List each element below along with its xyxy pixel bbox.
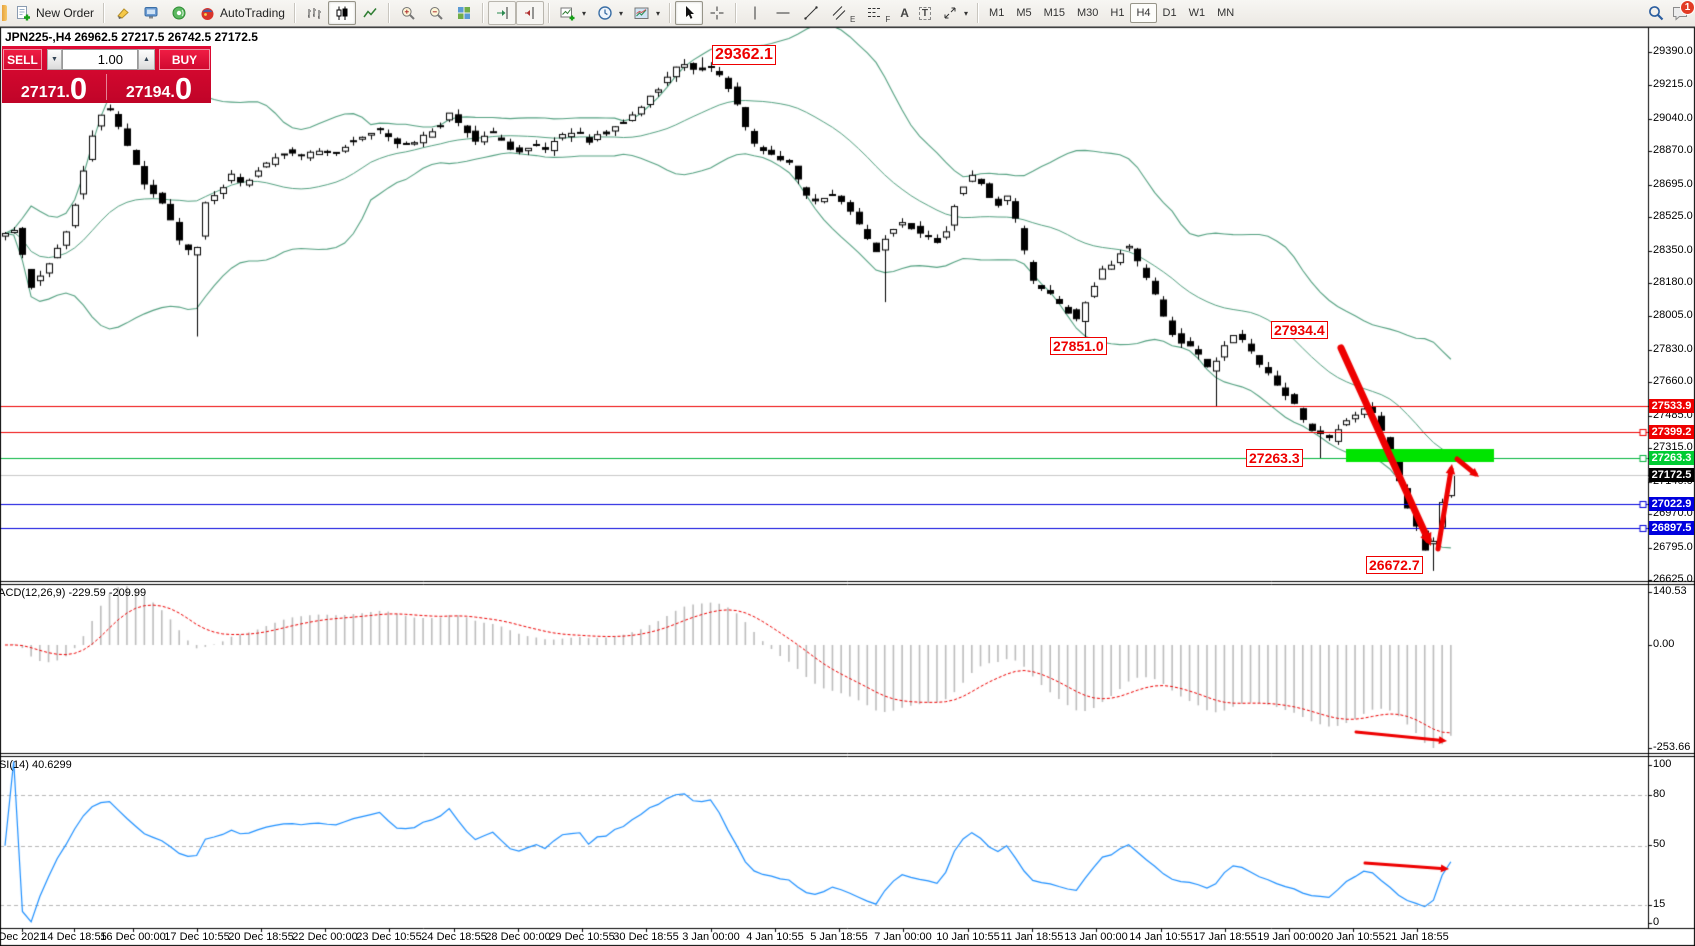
candlestick-mode-button[interactable] <box>327 1 356 25</box>
tile-windows-button[interactable] <box>450 1 478 25</box>
tile-windows-icon <box>455 4 473 22</box>
sell-price-main: 27171 <box>20 84 66 101</box>
notification-badge: 1 <box>1680 0 1695 15</box>
line-chart-mode-button[interactable] <box>356 1 384 25</box>
buy-price-pips: 0 <box>174 70 193 106</box>
chart-shift-button[interactable] <box>515 1 544 25</box>
trendline-tool-button[interactable] <box>797 1 825 25</box>
horizontal-line-icon <box>774 4 792 22</box>
toolbar: New Order AutoTrading ▾ ▾ ▾ E F A <box>0 0 1695 27</box>
autotrading-label: AutoTrading <box>220 6 285 20</box>
search-icon[interactable] <box>1647 4 1665 22</box>
new-order-button[interactable]: New Order <box>9 1 99 25</box>
sound-icon <box>170 4 188 22</box>
price-divider <box>106 74 107 100</box>
timeframe-w1[interactable]: W1 <box>1188 7 1206 19</box>
timeframe-m30[interactable]: M30 <box>1077 7 1099 19</box>
trade-prices-row: 27171. 0 27194. 0 <box>2 70 211 106</box>
autotrading-icon <box>198 4 216 22</box>
fibonacci-letter: F <box>885 15 891 24</box>
volume-increase-button[interactable]: ▲ <box>138 49 155 70</box>
channel-letter: E <box>850 15 856 24</box>
arrows-icon <box>941 4 959 22</box>
one-click-trading-panel: SELL ▼ ▲ BUY 27171.0 27194.0 <box>2 46 211 106</box>
label-tool-icon: T <box>918 6 932 20</box>
dropdown-caret: ▾ <box>964 8 969 18</box>
separator <box>103 3 106 23</box>
text-tool-icon: A <box>900 6 909 20</box>
trade-controls-row: SELL ▼ ▲ BUY <box>2 49 211 71</box>
line-chart-icon <box>361 4 379 22</box>
autotrading-button[interactable]: AutoTrading <box>193 1 290 25</box>
sound-button[interactable] <box>165 1 193 25</box>
timeframe-m15[interactable]: M15 <box>1043 7 1065 19</box>
separator <box>735 3 737 23</box>
auto-scroll-icon <box>493 4 511 22</box>
buy-button[interactable]: BUY <box>159 49 210 70</box>
vertical-line-tool-button[interactable] <box>741 1 769 25</box>
timeframe-m5[interactable]: M5 <box>1016 7 1032 19</box>
separator <box>547 3 550 23</box>
vertical-line-icon <box>746 4 764 22</box>
new-order-label: New Order <box>36 6 95 20</box>
crosshair-tool-button[interactable] <box>703 1 731 25</box>
clock-icon <box>596 4 614 22</box>
separator <box>977 3 980 23</box>
dropdown-caret: ▾ <box>581 8 586 18</box>
template-icon <box>633 4 651 22</box>
zoom-out-button[interactable] <box>422 1 450 25</box>
terminal-icon <box>142 4 160 22</box>
period-button[interactable]: ▾ <box>591 1 628 25</box>
dropdown-caret: ▾ <box>618 8 623 18</box>
buy-price-main: 27194 <box>125 84 171 101</box>
zoom-out-icon <box>427 4 445 22</box>
dropdown-caret: ▾ <box>655 8 660 18</box>
cursor-tool-button[interactable] <box>675 1 703 25</box>
volume-input[interactable] <box>62 49 138 70</box>
volume-decrease-button[interactable]: ▼ <box>47 49 62 70</box>
new-order-icon <box>14 4 32 22</box>
marketwatch-highlight-button[interactable] <box>109 1 137 25</box>
timeframe-d1[interactable]: D1 <box>1162 7 1177 19</box>
fibonacci-tool-button[interactable]: F <box>860 1 895 25</box>
cursor-icon <box>680 4 698 22</box>
buy-price[interactable]: 27194. 0 <box>125 70 193 106</box>
candlestick-icon <box>333 4 351 22</box>
separator <box>293 3 296 23</box>
timeframe-h1[interactable]: H1 <box>1110 7 1125 19</box>
notifications-button[interactable]: 1 <box>1671 0 1695 22</box>
separator <box>669 3 671 23</box>
sell-price-pips: 0 <box>69 70 88 106</box>
arrows-tool-button[interactable]: ▾ <box>936 1 973 25</box>
horizontal-line-tool-button[interactable] <box>769 1 797 25</box>
channel-icon <box>830 4 848 22</box>
auto-scroll-button[interactable] <box>487 1 516 25</box>
channel-tool-button[interactable]: E <box>825 1 860 25</box>
label-tool-button[interactable]: T <box>914 1 936 25</box>
indicators-button[interactable]: ▾ <box>554 1 591 25</box>
text-tool-button[interactable]: A <box>895 1 914 25</box>
timeframe-mn[interactable]: MN <box>1217 7 1235 19</box>
clipped-toolbar-icon <box>2 5 7 21</box>
crosshair-icon <box>708 4 726 22</box>
expert-advisors-button[interactable] <box>137 1 165 25</box>
timeframe-m1[interactable]: M1 <box>989 7 1005 19</box>
sell-button[interactable]: SELL <box>3 49 42 70</box>
template-button[interactable]: ▾ <box>628 1 665 25</box>
bar-chart-icon <box>305 4 323 22</box>
sell-price[interactable]: 27171. 0 <box>20 70 88 106</box>
highlighter-icon <box>114 4 132 22</box>
new-chart-icon <box>559 4 577 22</box>
chart-shift-icon <box>521 4 539 22</box>
separator <box>481 3 484 23</box>
trendline-icon <box>802 4 820 22</box>
separator <box>387 3 390 23</box>
zoom-in-button[interactable] <box>394 1 422 25</box>
zoom-in-icon <box>399 4 417 22</box>
bar-chart-mode-button[interactable] <box>300 1 328 25</box>
fibonacci-icon <box>865 4 883 22</box>
timeframe-h4[interactable]: H4 <box>1130 3 1157 23</box>
